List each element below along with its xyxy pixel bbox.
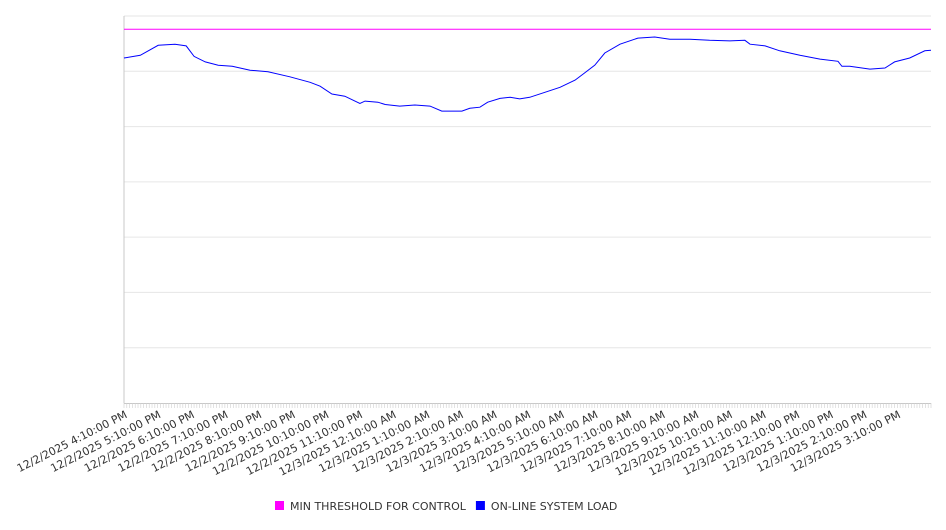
series-line-on-line-system-load bbox=[123, 36, 932, 112]
series-lines bbox=[123, 28, 932, 112]
legend-label: MIN THRESHOLD FOR CONTROL bbox=[290, 500, 467, 513]
legend: MIN THRESHOLD FOR CONTROL ON-LINE SYSTEM … bbox=[275, 500, 617, 513]
gridlines bbox=[124, 15, 931, 349]
axes bbox=[123, 16, 932, 408]
legend-swatch bbox=[275, 501, 284, 510]
legend-label: ON-LINE SYSTEM LOAD bbox=[491, 500, 617, 513]
legend-swatch bbox=[475, 501, 485, 510]
